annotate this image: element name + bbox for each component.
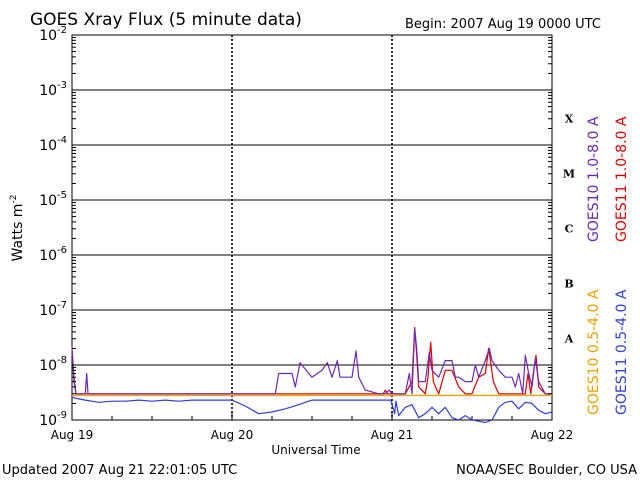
y-tick-label-base: 10 <box>39 248 57 264</box>
series-line-0 <box>71 396 553 424</box>
series-line-3 <box>71 328 552 395</box>
y-tick-label-1: 10-3 <box>39 80 67 99</box>
flare-class-label-A: A <box>564 333 574 346</box>
y-tick-label-base: 10 <box>39 138 57 154</box>
legend-entry-0: GOES11 0.5-4.0 A <box>614 289 630 415</box>
y-tick-label-exp: -8 <box>57 355 67 366</box>
x-tick-label-3: Aug 22 <box>531 428 574 442</box>
y-axis-label-base: Watts m <box>10 204 26 262</box>
plot-area <box>71 34 553 421</box>
y-tick-label-base: 10 <box>39 83 57 99</box>
legend: GOES11 0.5-4.0 A GOES10 0.5-4.0 A GOES11 1… <box>586 116 630 415</box>
series-group <box>71 326 553 424</box>
y-tick-label-5: 10-7 <box>39 300 67 319</box>
y-axis-label: Watts m-2 <box>9 195 26 262</box>
y-tick-label-4: 10-6 <box>39 245 67 264</box>
y-tick-label-0: 10-2 <box>39 25 67 44</box>
y-tick-label-exp: -6 <box>57 245 67 256</box>
svg-text:Watts m-2: Watts m-2 <box>9 195 26 262</box>
y-tick-label-base: 10 <box>39 358 57 374</box>
x-tick-label-1: Aug 20 <box>211 428 254 442</box>
y-tick-label-exp: -3 <box>57 80 67 91</box>
y-tick-label-base: 10 <box>39 28 57 44</box>
x-tick-label-2: Aug 21 <box>371 428 414 442</box>
y-tick-label-base: 10 <box>39 193 57 209</box>
x-axis-label: Universal Time <box>271 443 360 457</box>
y-tick-label-7: 10-9 <box>39 410 67 429</box>
plot-frame <box>71 34 553 421</box>
source-label: NOAA/SEC Boulder, CO USA <box>456 463 637 478</box>
y-tick-label-3: 10-5 <box>39 190 67 209</box>
grid <box>72 35 552 420</box>
y-tick-label-exp: -2 <box>57 25 67 36</box>
chart-title: GOES Xray Flux (5 minute data) <box>30 10 302 30</box>
y-tick-label-exp: -7 <box>57 300 67 311</box>
legend-entry-3: GOES10 1.0-8.0 A <box>586 116 602 242</box>
y-tick-label-base: 10 <box>39 413 57 429</box>
begin-time: Begin: 2007 Aug 19 0000 UTC <box>405 17 601 32</box>
y-tick-label-exp: -4 <box>57 135 67 146</box>
y-tick-label-exp: -9 <box>57 410 67 421</box>
y-tick-label-2: 10-4 <box>39 135 67 154</box>
legend-entry-1: GOES10 0.5-4.0 A <box>586 289 602 415</box>
y-tick-label-6: 10-8 <box>39 355 67 374</box>
x-tick-label-0: Aug 19 <box>51 428 94 442</box>
flare-class-labels: X M C B A <box>563 113 575 346</box>
flare-class-label-B: B <box>564 278 573 291</box>
legend-entry-2: GOES11 1.0-8.0 A <box>614 116 630 242</box>
y-tick-label-exp: -5 <box>57 190 67 201</box>
updated-time: Updated 2007 Aug 21 22:01:05 UTC <box>2 463 237 478</box>
flare-class-label-M: M <box>563 168 575 181</box>
flare-class-label-X: X <box>565 113 574 126</box>
y-tick-label-base: 10 <box>39 303 57 319</box>
y-axis-label-exp: -2 <box>9 195 19 204</box>
series-line-2 <box>71 326 552 395</box>
flare-class-label-C: C <box>565 223 574 236</box>
